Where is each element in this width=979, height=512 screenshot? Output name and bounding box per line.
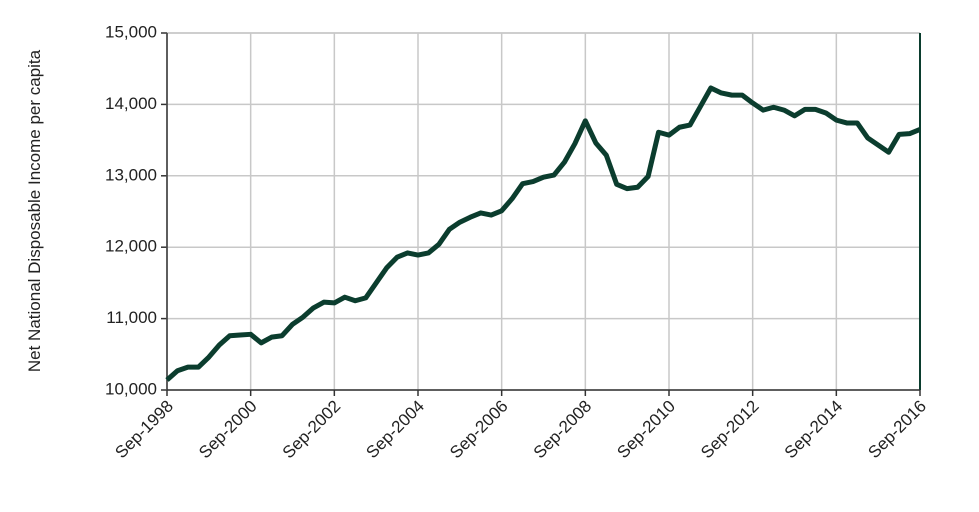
- data-line: [165, 85, 921, 382]
- x-tick-label: Sep-2010: [613, 397, 679, 463]
- x-tick-label: Sep-2006: [446, 397, 512, 463]
- x-tick-label: Sep-2000: [195, 397, 261, 463]
- y-axis-label: Net National Disposable Income per capit…: [25, 49, 44, 373]
- x-tick-label: Sep-2012: [697, 397, 763, 463]
- y-tick-label: 14,000: [105, 94, 157, 113]
- x-tick-label: Sep-2014: [781, 397, 847, 463]
- y-tick-label: 12,000: [105, 237, 157, 256]
- y-tick-label: 13,000: [105, 165, 157, 184]
- x-tick-label: Sep-2008: [530, 397, 596, 463]
- x-tick-label: Sep-2004: [362, 397, 428, 463]
- y-tick-label: 10,000: [105, 379, 157, 398]
- x-tick-label: Sep-2002: [279, 397, 345, 463]
- x-tick-label: Sep-2016: [864, 397, 930, 463]
- y-tick-label: 15,000: [105, 22, 157, 41]
- x-tick-label: Sep-1998: [111, 397, 177, 463]
- y-tick-label: 11,000: [106, 308, 157, 327]
